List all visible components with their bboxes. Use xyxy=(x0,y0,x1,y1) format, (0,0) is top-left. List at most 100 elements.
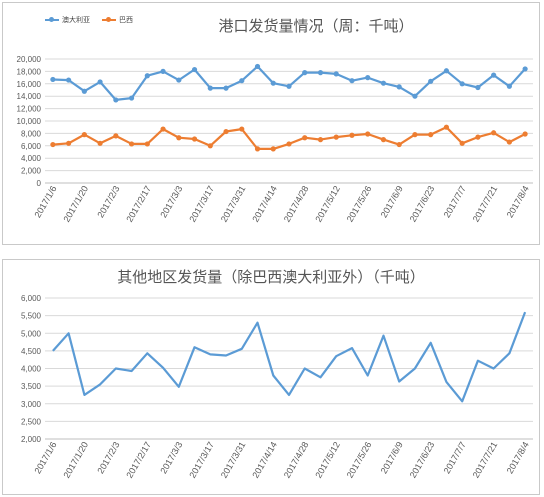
x-tick-label: 2017/7/21 xyxy=(471,184,500,224)
y-tick-label: 0 xyxy=(37,179,42,188)
x-tick-label: 2017/1/20 xyxy=(61,184,90,224)
data-point xyxy=(160,126,166,132)
data-point xyxy=(506,139,512,145)
data-point xyxy=(66,77,72,83)
shipment-chart-panel: 0 2,000 4,000 6,000 8,000 10,000 12,000 14,000 1… xyxy=(2,2,540,245)
data-point xyxy=(412,93,418,99)
data-point xyxy=(475,134,481,140)
legend-label: 澳大利亚 xyxy=(62,17,90,24)
data-point xyxy=(365,75,371,81)
x-tick-label: 2017/4/14 xyxy=(250,440,279,480)
data-point xyxy=(302,70,308,76)
x-tick-label: 2017/3/3 xyxy=(158,440,184,475)
data-point xyxy=(333,71,339,77)
x-tick-label: 2017/8/4 xyxy=(505,184,531,219)
x-tick-label: 2017/3/17 xyxy=(187,184,216,224)
x-tick-label: 2017/3/3 xyxy=(158,184,184,219)
x-tick-label: 2017/1/20 xyxy=(61,440,90,480)
data-point xyxy=(81,132,87,138)
data-point xyxy=(191,66,198,73)
data-point xyxy=(380,80,387,86)
data-point xyxy=(522,66,528,72)
data-point xyxy=(475,84,481,91)
y-tick-label: 5,000 xyxy=(21,329,42,338)
data-point xyxy=(176,77,182,83)
data-point xyxy=(349,78,355,84)
y-tick-label: 4,000 xyxy=(21,154,42,163)
x-tick-label: 2017/4/28 xyxy=(282,440,311,480)
y-tick-label: 3,000 xyxy=(21,400,42,409)
data-point xyxy=(491,72,497,78)
x-tick-label: 2017/7/21 xyxy=(471,440,500,480)
data-point xyxy=(349,132,355,138)
data-point xyxy=(286,141,292,147)
chart-title: 港口发货量情况（周：千吨） xyxy=(218,17,414,35)
x-tick-label: 2017/2/17 xyxy=(124,440,153,480)
data-point xyxy=(113,97,119,103)
y-tick-label: 8,000 xyxy=(21,129,42,138)
port-shipment-chart: 0 2,000 4,000 6,000 8,000 10,000 12,000 14,000 1… xyxy=(17,55,533,224)
x-tick-label: 2017/5/12 xyxy=(313,440,342,480)
x-tick-label: 2017/5/12 xyxy=(313,184,342,224)
x-tick-label: 2017/4/14 xyxy=(250,184,279,224)
series-line xyxy=(52,311,527,403)
data-point xyxy=(317,70,324,76)
data-point xyxy=(50,76,56,83)
x-tick-label: 2017/1/6 xyxy=(32,440,58,475)
x-tick-label: 2017/3/31 xyxy=(219,184,248,224)
chart-legend: 澳大利亚 巴西 xyxy=(45,15,133,25)
y-tick-label: 20,000 xyxy=(17,55,42,64)
y-tick-label: 12,000 xyxy=(17,105,42,114)
data-point xyxy=(207,143,213,149)
legend-item-australia: 澳大利亚 xyxy=(45,15,90,25)
x-tick-label: 2017/3/31 xyxy=(219,440,248,480)
x-tick-label: 2017/3/17 xyxy=(187,440,216,480)
data-point xyxy=(128,141,135,147)
data-point xyxy=(113,133,119,139)
y-tick-label: 14,000 xyxy=(17,92,42,101)
data-point xyxy=(365,131,371,137)
chart-title: 其他地区发货量（除巴西澳大利亚外）（千吨） xyxy=(117,268,425,286)
data-point xyxy=(317,137,324,143)
data-point xyxy=(191,136,198,142)
data-point xyxy=(428,78,434,84)
data-point xyxy=(491,130,497,136)
legend-item-brazil: 巴西 xyxy=(102,15,133,25)
data-point xyxy=(302,135,308,141)
data-point xyxy=(66,140,72,146)
data-point xyxy=(443,124,450,130)
data-point xyxy=(254,63,261,70)
x-tick-label: 2017/6/23 xyxy=(408,184,437,224)
x-tick-label: 2017/4/28 xyxy=(282,184,311,224)
y-tick-label: 2,000 xyxy=(21,435,42,444)
data-point xyxy=(270,146,276,152)
data-point xyxy=(97,140,103,146)
data-point xyxy=(160,68,166,74)
x-tick-label: 2017/2/3 xyxy=(95,440,121,475)
y-tick-label: 5,500 xyxy=(21,312,42,321)
x-tick-label: 2017/1/6 xyxy=(32,184,58,219)
data-point xyxy=(506,83,512,89)
data-point xyxy=(239,126,245,132)
data-point xyxy=(144,141,150,147)
data-point xyxy=(333,134,339,140)
data-point xyxy=(270,80,276,86)
y-tick-label: 3,500 xyxy=(21,382,42,391)
legend-swatch-icon xyxy=(45,17,59,22)
data-point xyxy=(50,141,56,148)
data-point xyxy=(97,79,103,85)
data-point xyxy=(223,128,229,135)
legend-swatch-icon xyxy=(102,17,116,22)
x-tick-label: 2017/5/26 xyxy=(345,440,374,480)
x-tick-label: 2017/5/26 xyxy=(345,184,374,224)
y-tick-label: 4,500 xyxy=(21,347,42,356)
y-tick-label: 6,000 xyxy=(21,142,42,151)
other-region-shipment-chart: 2,000 2,500 3,000 3,500 4,000 4,500 5,000 5,500… xyxy=(21,294,533,480)
x-tick-label: 2017/7/7 xyxy=(442,184,468,219)
y-tick-label: 10,000 xyxy=(17,117,42,126)
y-tick-label: 4,000 xyxy=(21,365,42,374)
data-point xyxy=(412,132,418,138)
x-tick-label: 2017/2/17 xyxy=(124,184,153,224)
data-point xyxy=(396,141,402,148)
y-tick-label: 2,000 xyxy=(21,167,42,176)
